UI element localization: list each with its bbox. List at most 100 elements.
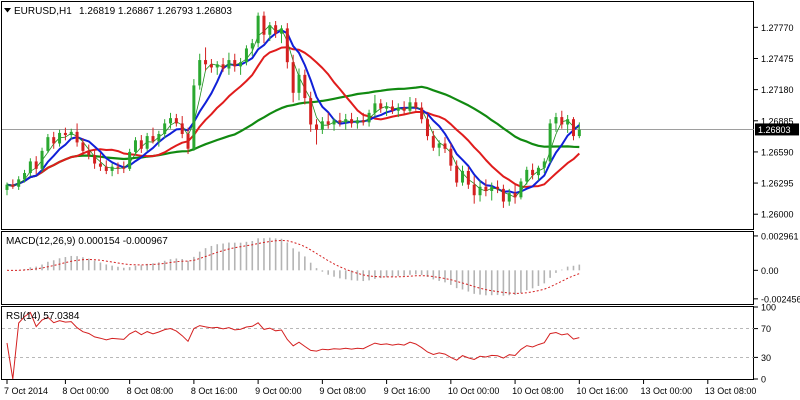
candle-body — [291, 62, 295, 93]
candle — [531, 163, 535, 180]
candle — [28, 158, 32, 177]
candle-body — [496, 186, 500, 189]
price-tick-label: 1.26885 — [761, 116, 794, 126]
candle — [309, 91, 313, 132]
candle-body — [408, 102, 412, 111]
candle-body — [5, 184, 9, 190]
candle-body — [542, 161, 546, 168]
candle-body — [355, 120, 359, 124]
candle-body — [425, 119, 429, 137]
candle — [151, 127, 155, 144]
macd-panel-frame — [1, 231, 754, 305]
candle — [133, 137, 137, 156]
candle-body — [466, 170, 470, 185]
time-tick-label: 9 Oct 16:00 — [384, 386, 431, 396]
candle-body — [262, 15, 266, 35]
candle-body — [244, 48, 248, 63]
candle-body — [385, 106, 389, 109]
candle — [443, 137, 447, 153]
candle — [513, 184, 517, 204]
candle-body — [98, 163, 102, 167]
candle — [414, 98, 418, 111]
candle — [5, 182, 9, 196]
rsi-tick-label: 0 — [761, 375, 766, 385]
candle-body — [58, 132, 62, 144]
candle — [169, 112, 173, 129]
candle-body — [373, 103, 377, 113]
price-tick-label: 1.27475 — [761, 54, 794, 64]
candle — [128, 148, 132, 171]
candle — [116, 162, 120, 175]
candle-body — [180, 123, 184, 134]
price-tick-label: 1.27180 — [761, 85, 794, 95]
candle-body — [379, 103, 383, 109]
candle — [320, 117, 324, 134]
candle-body — [396, 107, 400, 111]
candle — [69, 128, 73, 140]
candle — [525, 166, 529, 185]
time-tick-label: 9 Oct 08:00 — [319, 386, 366, 396]
candle — [344, 113, 348, 130]
candle-body — [268, 25, 272, 35]
candle-body — [204, 60, 208, 65]
dropdown-triangle-icon[interactable] — [4, 8, 11, 13]
candle-body — [34, 161, 38, 169]
candle-body — [198, 60, 202, 86]
price-tick-label: 1.26295 — [761, 179, 794, 189]
candle — [192, 79, 196, 151]
candle — [484, 179, 488, 197]
candle — [285, 23, 289, 69]
candle-body — [209, 64, 213, 68]
candle — [332, 118, 336, 131]
candle — [297, 68, 301, 101]
rsi-panel-frame — [1, 306, 754, 380]
time-tick-label: 8 Oct 08:00 — [127, 386, 174, 396]
candle — [163, 119, 167, 139]
candle-body — [513, 193, 517, 198]
candle — [268, 22, 272, 42]
candle-body — [519, 181, 523, 198]
time-tick-label: 8 Oct 16:00 — [191, 386, 238, 396]
candle — [40, 147, 44, 172]
candle — [408, 97, 412, 114]
candle — [338, 112, 342, 127]
candle-body — [455, 165, 459, 183]
candle-body — [128, 151, 132, 169]
moving-average-medium — [6, 46, 580, 188]
candle — [379, 99, 383, 113]
candle-body — [443, 143, 447, 149]
candle-body — [227, 60, 231, 69]
ohlc-label: 1.26819 1.26867 1.26793 1.26803 — [79, 6, 232, 17]
price-tick-label: 1.27770 — [761, 23, 794, 33]
candle — [315, 119, 319, 145]
candle — [548, 119, 552, 164]
candle — [472, 176, 476, 204]
candle-body — [536, 167, 540, 176]
candle-body — [297, 74, 301, 93]
candle-body — [192, 85, 196, 149]
candle — [560, 110, 564, 129]
candle-body — [11, 184, 15, 187]
candle-body — [461, 170, 465, 183]
candle-body — [174, 118, 178, 124]
macd-signal-line — [6, 239, 580, 294]
candle-body — [274, 25, 278, 34]
candle — [361, 112, 365, 126]
current-price-label: 1.26803 — [758, 125, 791, 135]
candle — [58, 129, 62, 147]
candle-body — [472, 184, 476, 196]
candle — [17, 176, 21, 190]
candle-body — [233, 60, 237, 67]
candle-body — [332, 120, 336, 125]
candle — [110, 163, 114, 177]
candle — [571, 117, 575, 141]
candle — [186, 127, 190, 155]
candle-body — [63, 132, 67, 136]
candle-body — [402, 107, 406, 111]
candle — [577, 122, 581, 139]
candle — [355, 117, 359, 129]
candle — [262, 11, 266, 44]
candle-body — [449, 148, 453, 166]
candle — [291, 54, 295, 103]
candle-body — [250, 43, 254, 49]
